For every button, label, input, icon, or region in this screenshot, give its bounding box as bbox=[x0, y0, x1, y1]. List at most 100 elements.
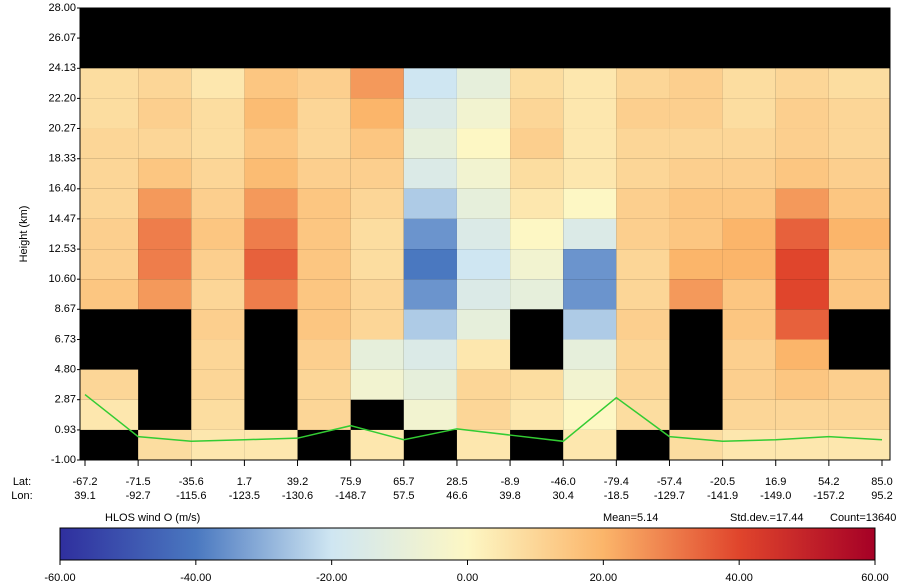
heatmap-cell bbox=[722, 98, 776, 129]
colorbar-tick-label: 40.00 bbox=[725, 572, 753, 584]
heatmap-cell bbox=[350, 158, 404, 189]
y-tick-label: 2.87 bbox=[55, 394, 76, 406]
heatmap-cell bbox=[138, 429, 192, 460]
heatmap-cell bbox=[775, 279, 829, 310]
heatmap-cell bbox=[775, 249, 829, 280]
heatmap-cell bbox=[616, 68, 670, 99]
heatmap-cell bbox=[350, 369, 404, 400]
heatmap-cell bbox=[191, 188, 245, 219]
heatmap-cell bbox=[616, 309, 670, 340]
heatmap-cell bbox=[403, 369, 457, 400]
heatmap-cell bbox=[191, 128, 245, 159]
colorbar-tick-label: -20.00 bbox=[316, 572, 347, 584]
lat-label: -20.5 bbox=[710, 476, 735, 488]
heatmap-cell bbox=[722, 218, 776, 250]
heatmap-cell bbox=[244, 98, 298, 129]
lat-label: 54.2 bbox=[818, 476, 839, 488]
heatmap-cell bbox=[191, 309, 245, 340]
heatmap-cell bbox=[350, 309, 404, 340]
y-tick-label: 18.33 bbox=[48, 153, 76, 165]
heatmap-cell bbox=[828, 98, 890, 129]
heatmap-cell bbox=[456, 218, 511, 250]
colorbar bbox=[59, 527, 876, 561]
heatmap-cell bbox=[191, 158, 245, 189]
heatmap-cell bbox=[510, 68, 564, 99]
heatmap-cell bbox=[828, 369, 890, 400]
heatmap-cell bbox=[350, 429, 404, 460]
heatmap-cell bbox=[456, 339, 511, 370]
lat-label: -8.9 bbox=[501, 476, 520, 488]
heatmap-cell bbox=[456, 128, 511, 159]
heatmap-cell bbox=[297, 339, 351, 370]
y-tick-label: 28.00 bbox=[48, 2, 76, 14]
lat-label: -71.5 bbox=[126, 476, 151, 488]
heatmap-cell bbox=[828, 128, 890, 159]
heatmap-cell bbox=[456, 68, 511, 99]
heatmap-cell bbox=[616, 188, 670, 219]
heatmap-cell bbox=[616, 98, 670, 129]
lon-label: 39.8 bbox=[499, 490, 520, 502]
heatmap-cell bbox=[616, 128, 670, 159]
heatmap-cell bbox=[244, 68, 298, 99]
heatmap-cell bbox=[722, 369, 776, 400]
lon-label: -123.5 bbox=[229, 490, 260, 502]
heatmap-cell bbox=[722, 399, 776, 430]
heatmap-cell bbox=[510, 98, 564, 129]
heatmap-cell bbox=[669, 98, 723, 129]
heatmap-cell bbox=[138, 249, 192, 280]
heatmap-cell bbox=[244, 429, 298, 460]
lat-label: -57.4 bbox=[657, 476, 682, 488]
stat-mean: Mean=5.14 bbox=[603, 512, 658, 524]
heatmap-cell bbox=[510, 188, 564, 219]
y-tick-label: 6.73 bbox=[55, 333, 76, 345]
heatmap-cell bbox=[722, 68, 776, 99]
lat-label: -67.2 bbox=[72, 476, 97, 488]
lat-label: 16.9 bbox=[765, 476, 786, 488]
heatmap-cell bbox=[80, 158, 139, 189]
heatmap-cell bbox=[669, 128, 723, 159]
stat-std: Std.dev.=17.44 bbox=[730, 512, 804, 524]
y-tick-label: 16.40 bbox=[48, 183, 76, 195]
heatmap-cell bbox=[80, 218, 139, 250]
heatmap-cell bbox=[244, 249, 298, 280]
heatmap-cell bbox=[828, 279, 890, 310]
heatmap-cell bbox=[138, 279, 192, 310]
heatmap-cell bbox=[138, 188, 192, 219]
heatmap-cell bbox=[510, 218, 564, 250]
heatmap-cell bbox=[616, 279, 670, 310]
ground-line bbox=[84, 393, 883, 443]
heatmap-cell bbox=[563, 369, 617, 400]
heatmap-cell bbox=[80, 128, 139, 159]
heatmap-cell bbox=[297, 309, 351, 340]
heatmap-cell bbox=[403, 279, 457, 310]
heatmap-cell bbox=[191, 68, 245, 99]
heatmap-cell bbox=[775, 369, 829, 400]
lon-label: -141.9 bbox=[707, 490, 738, 502]
heatmap-cell bbox=[191, 249, 245, 280]
heatmap-cell bbox=[138, 68, 192, 99]
heatmap-cell bbox=[403, 399, 457, 430]
heatmap-cell bbox=[456, 279, 511, 310]
lat-label: 28.5 bbox=[446, 476, 467, 488]
heatmap-cell bbox=[138, 218, 192, 250]
heatmap-cell bbox=[722, 128, 776, 159]
heatmap-cell bbox=[138, 158, 192, 189]
heatmap-cell bbox=[80, 98, 139, 129]
lat-label: -46.0 bbox=[551, 476, 576, 488]
heatmap-cell bbox=[669, 218, 723, 250]
heatmap-cell bbox=[403, 218, 457, 250]
heatmap-cell bbox=[456, 249, 511, 280]
y-tick-label: 0.93 bbox=[55, 424, 76, 436]
heatmap-cell bbox=[616, 218, 670, 250]
heatmap-cell bbox=[775, 429, 829, 460]
heatmap-cell bbox=[456, 429, 511, 460]
heatmap-cell bbox=[403, 188, 457, 219]
heatmap-cell bbox=[244, 128, 298, 159]
heatmap-cell bbox=[403, 68, 457, 99]
stat-count: Count=13640 bbox=[830, 512, 896, 524]
heatmap-cell bbox=[350, 188, 404, 219]
heatmap-cell bbox=[297, 279, 351, 310]
heatmap-cell bbox=[297, 68, 351, 99]
y-tick-label: 26.07 bbox=[48, 32, 76, 44]
